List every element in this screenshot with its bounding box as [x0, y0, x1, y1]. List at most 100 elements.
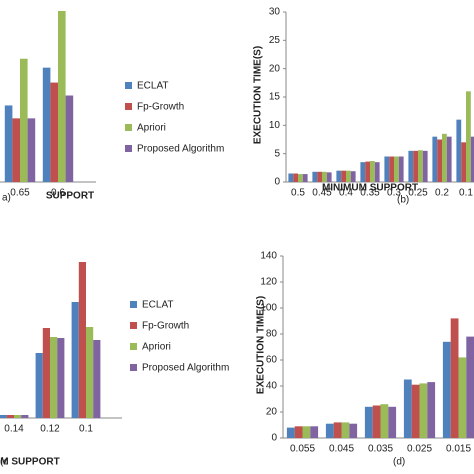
- bar: [14, 415, 22, 418]
- y-tick-label: 80: [266, 329, 278, 340]
- bar: [432, 136, 438, 182]
- y-tick-label: 0: [274, 177, 280, 188]
- legend-label: Fp-Growth: [142, 321, 189, 332]
- bar: [294, 426, 303, 438]
- bar: [302, 426, 311, 438]
- bar: [336, 170, 342, 182]
- y-axis-title: EXECUTION TIME(S): [253, 46, 264, 144]
- y-tick-label: 120: [260, 277, 277, 288]
- bar: [326, 172, 332, 182]
- bar: [346, 170, 351, 182]
- panel-label: (d): [393, 457, 405, 468]
- bar: [394, 156, 399, 182]
- x-tick-label: 0.25: [408, 188, 428, 199]
- x-tick-label: 0.65: [10, 188, 30, 199]
- bar: [86, 327, 94, 418]
- bar: [65, 95, 74, 182]
- legend-label: Proposed Algorithm: [137, 144, 224, 155]
- bar: [322, 171, 327, 182]
- x-tick-label: 0.14: [4, 424, 24, 435]
- bar: [427, 382, 436, 438]
- y-axis-title: EXECUTION TIME(S): [256, 296, 267, 394]
- x-axis-title: M SUPPORT: [0, 457, 59, 468]
- bar: [419, 383, 428, 438]
- legend-swatch: [125, 145, 132, 152]
- x-tick-label: 0.12: [40, 424, 60, 435]
- bar: [437, 139, 442, 182]
- bar: [42, 67, 51, 182]
- bar: [78, 262, 86, 418]
- bar: [398, 156, 404, 182]
- y-tick-label: 20: [269, 63, 281, 74]
- legend-swatch: [125, 124, 132, 131]
- bar: [42, 328, 50, 418]
- bar: [389, 156, 394, 182]
- bar: [374, 162, 380, 182]
- bar: [298, 174, 303, 182]
- bar: [422, 150, 428, 182]
- x-tick-label: 0.035: [368, 444, 393, 455]
- bar: [286, 427, 295, 438]
- bar: [317, 171, 322, 182]
- bar: [12, 118, 20, 182]
- x-tick-label: 0.6: [51, 188, 65, 199]
- bar: [93, 340, 101, 418]
- legend-swatch: [130, 343, 137, 350]
- legend-swatch: [125, 103, 132, 110]
- bar: [364, 406, 373, 438]
- x-tick-label: 0.3: [387, 188, 401, 199]
- bar: [442, 341, 451, 438]
- bar: [384, 156, 390, 182]
- bar: [365, 161, 370, 182]
- bar: [413, 150, 418, 182]
- legend-swatch: [130, 364, 137, 371]
- bar: [456, 119, 462, 182]
- legend-swatch: [130, 301, 137, 308]
- bar: [466, 336, 474, 438]
- bar: [333, 422, 342, 438]
- y-tick-label: 10: [269, 120, 281, 131]
- bar: [35, 353, 43, 418]
- x-tick-label: 0.4: [339, 188, 353, 199]
- bar: [27, 118, 36, 182]
- bar: [411, 384, 420, 438]
- bar: [312, 171, 318, 182]
- legend-label: Apriori: [142, 342, 171, 353]
- legend-swatch: [130, 322, 137, 329]
- bar: [341, 422, 350, 438]
- y-tick-label: 25: [269, 35, 281, 46]
- bar: [325, 423, 334, 438]
- x-tick-label: 0.025: [407, 444, 432, 455]
- bar: [21, 415, 29, 418]
- bar: [341, 170, 346, 182]
- bar: [370, 161, 375, 182]
- x-tick-label: 0.1: [459, 188, 473, 199]
- bar: [50, 82, 58, 182]
- legend-label: Fp-Growth: [137, 102, 184, 113]
- x-axis-title: MINIMUM SUPPORT: [322, 183, 418, 194]
- bar: [418, 150, 423, 182]
- legend-label: ECLAT: [137, 81, 169, 92]
- bar: [20, 58, 28, 182]
- y-tick-label: 30: [269, 7, 281, 18]
- x-tick-label: 0.45: [312, 188, 332, 199]
- legend-label: ECLAT: [142, 300, 174, 311]
- bar: [466, 91, 471, 182]
- bar: [461, 142, 466, 182]
- x-tick-label: 0.35: [360, 188, 380, 199]
- bar: [0, 415, 7, 418]
- bar: [6, 415, 14, 418]
- legend-label: Apriori: [137, 123, 166, 134]
- bar: [372, 405, 381, 438]
- legend-label: Proposed Algorithm: [142, 363, 229, 374]
- y-tick-label: 20: [266, 407, 278, 418]
- y-tick-label: 60: [266, 355, 278, 366]
- bar: [403, 379, 412, 438]
- legend-swatch: [125, 82, 132, 89]
- bar: [288, 173, 294, 182]
- bar: [349, 423, 358, 438]
- panel-label: a): [2, 193, 11, 204]
- y-tick-label: 100: [260, 303, 277, 314]
